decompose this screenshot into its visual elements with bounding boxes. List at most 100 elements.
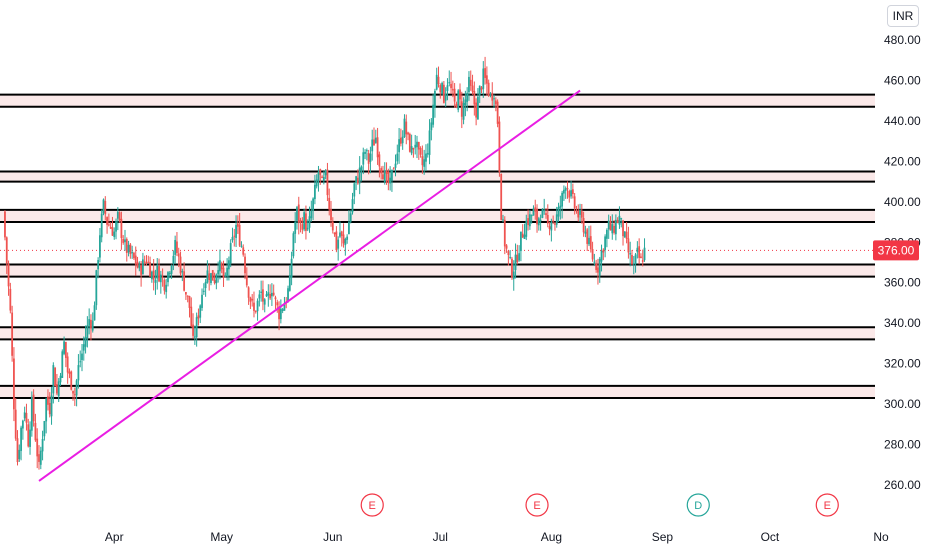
candle-body: [351, 199, 354, 213]
candle-body: [434, 90, 436, 108]
candle-body: [190, 306, 193, 327]
candle: [279, 299, 282, 324]
candle: [430, 118, 433, 141]
candle: [258, 290, 261, 307]
candle-body: [107, 224, 110, 226]
earnings-event-marker-0[interactable]: E: [360, 493, 384, 517]
candle: [586, 227, 589, 252]
candle-body: [520, 231, 522, 252]
candle-body: [21, 420, 24, 429]
candle-body: [525, 220, 528, 237]
candle: [606, 228, 608, 248]
candle: [219, 249, 221, 280]
time-tick-label: Jun: [323, 530, 342, 544]
candle-body: [367, 153, 370, 164]
candle-body: [623, 231, 626, 238]
candle: [520, 231, 522, 262]
time-axis[interactable]: Apr May Jun Jul Aug Sep Oct No: [105, 530, 889, 544]
candle: [159, 270, 162, 294]
earnings-event-marker-3[interactable]: E: [815, 493, 839, 517]
price-tick-label: 320.00: [884, 357, 921, 371]
candle-body: [276, 302, 279, 306]
candle: [324, 169, 327, 180]
candle-body: [185, 291, 187, 295]
candle-body: [41, 439, 44, 452]
candle: [369, 146, 372, 174]
candle: [140, 260, 143, 287]
price-axis[interactable]: 260.00280.00300.00320.00340.00360.00380.…: [873, 33, 921, 492]
candle: [453, 83, 456, 108]
candle: [147, 255, 150, 264]
candle-body: [152, 270, 155, 280]
last-price-badge[interactable]: 376.00: [873, 240, 919, 261]
candle-body: [385, 171, 388, 174]
earnings-event-marker-1[interactable]: E: [525, 493, 549, 517]
candle: [475, 98, 478, 126]
candle-body: [416, 141, 418, 148]
time-tick-label: No: [873, 530, 889, 544]
candle-body: [419, 147, 422, 155]
candle-body: [251, 298, 254, 301]
candle-body: [464, 99, 467, 105]
candle-body: [9, 288, 12, 311]
candle: [66, 352, 69, 384]
candle-body: [16, 438, 19, 463]
time-tick-label: May: [210, 530, 233, 544]
candle-body: [557, 206, 560, 217]
candle: [52, 362, 55, 404]
candle: [401, 130, 404, 150]
candle-body: [222, 267, 225, 278]
candle-body: [426, 153, 429, 155]
candle: [514, 243, 517, 279]
candle: [591, 241, 594, 262]
candle-body: [511, 258, 513, 278]
candle: [534, 199, 537, 220]
candle: [340, 230, 343, 247]
candle: [233, 228, 236, 247]
candle-body: [165, 284, 168, 293]
trendline-layer[interactable]: [38, 89, 581, 482]
candle-body: [374, 137, 377, 143]
candle: [231, 227, 234, 243]
candle: [598, 256, 601, 283]
candle-body: [59, 375, 62, 383]
candle: [75, 378, 78, 407]
candle: [387, 168, 390, 191]
candle: [396, 144, 399, 165]
candle-body: [39, 450, 42, 465]
candle: [333, 232, 336, 237]
candle-body: [330, 209, 332, 221]
candle: [641, 249, 644, 267]
candle-body: [265, 294, 268, 297]
candle: [238, 212, 241, 248]
candle-body: [170, 265, 173, 274]
candle: [152, 258, 155, 291]
ascending-trendline[interactable]: [38, 89, 581, 482]
candle-body: [38, 454, 40, 462]
candle: [613, 219, 615, 235]
zone-fill-2: [0, 209, 875, 223]
candle-body: [462, 103, 465, 120]
candle: [48, 392, 51, 418]
candle-body: [220, 263, 223, 270]
dividend-event-marker-2[interactable]: D: [686, 493, 710, 517]
event-label: E: [369, 500, 376, 512]
candle-body: [199, 305, 202, 318]
candle-body: [27, 424, 30, 447]
candle-body: [326, 169, 329, 196]
candle: [328, 188, 331, 216]
candle-body: [616, 220, 619, 224]
candle: [227, 256, 230, 281]
candle: [618, 206, 621, 229]
candle: [244, 253, 246, 280]
candle: [118, 211, 121, 223]
candle: [543, 198, 546, 215]
candle-body: [260, 291, 263, 293]
candle: [573, 192, 576, 215]
candle-body: [127, 244, 130, 253]
candle: [502, 214, 504, 223]
currency-selector[interactable]: INR: [887, 5, 919, 27]
